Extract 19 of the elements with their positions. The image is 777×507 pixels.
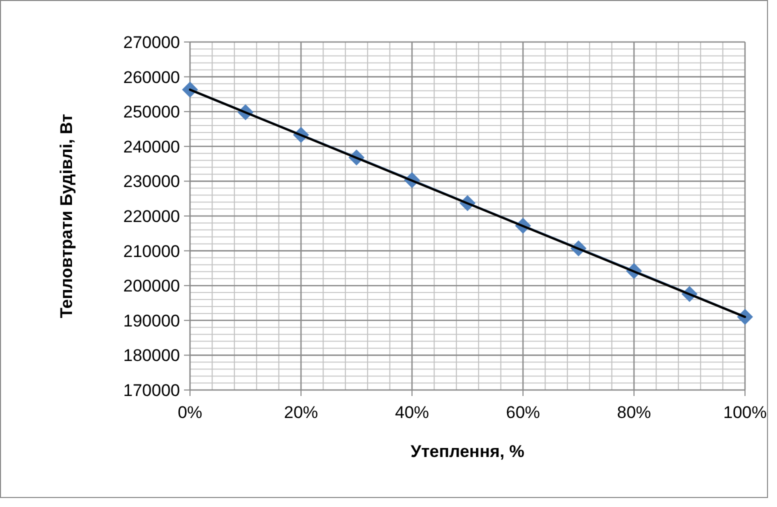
y-tick-label: 230000 — [123, 172, 180, 192]
x-tick-label: 80% — [616, 403, 652, 422]
x-tick-label: 100% — [723, 403, 767, 422]
x-tick-label: 40% — [394, 403, 430, 422]
y-tick-label: 270000 — [123, 32, 180, 52]
y-tick-label: 250000 — [123, 102, 180, 122]
y-tick-label: 260000 — [123, 68, 180, 87]
y-tick-label: 210000 — [123, 242, 180, 261]
y-tick-label: 170000 — [123, 380, 180, 400]
y-tick-label: 180000 — [123, 346, 180, 366]
y-tick-label: 200000 — [123, 276, 180, 296]
y-tick-label: 190000 — [123, 311, 180, 330]
x-axis-title: Утеплення, % — [410, 442, 524, 461]
x-tick-label: 60% — [506, 403, 540, 422]
x-tick-label: 0% — [178, 403, 202, 422]
x-tick-label: 20% — [284, 403, 318, 422]
y-tick-label: 220000 — [123, 206, 180, 226]
y-tick-label: 240000 — [123, 137, 180, 156]
y-axis-title: Тепловтрати Будівлі, Вт — [57, 114, 76, 318]
